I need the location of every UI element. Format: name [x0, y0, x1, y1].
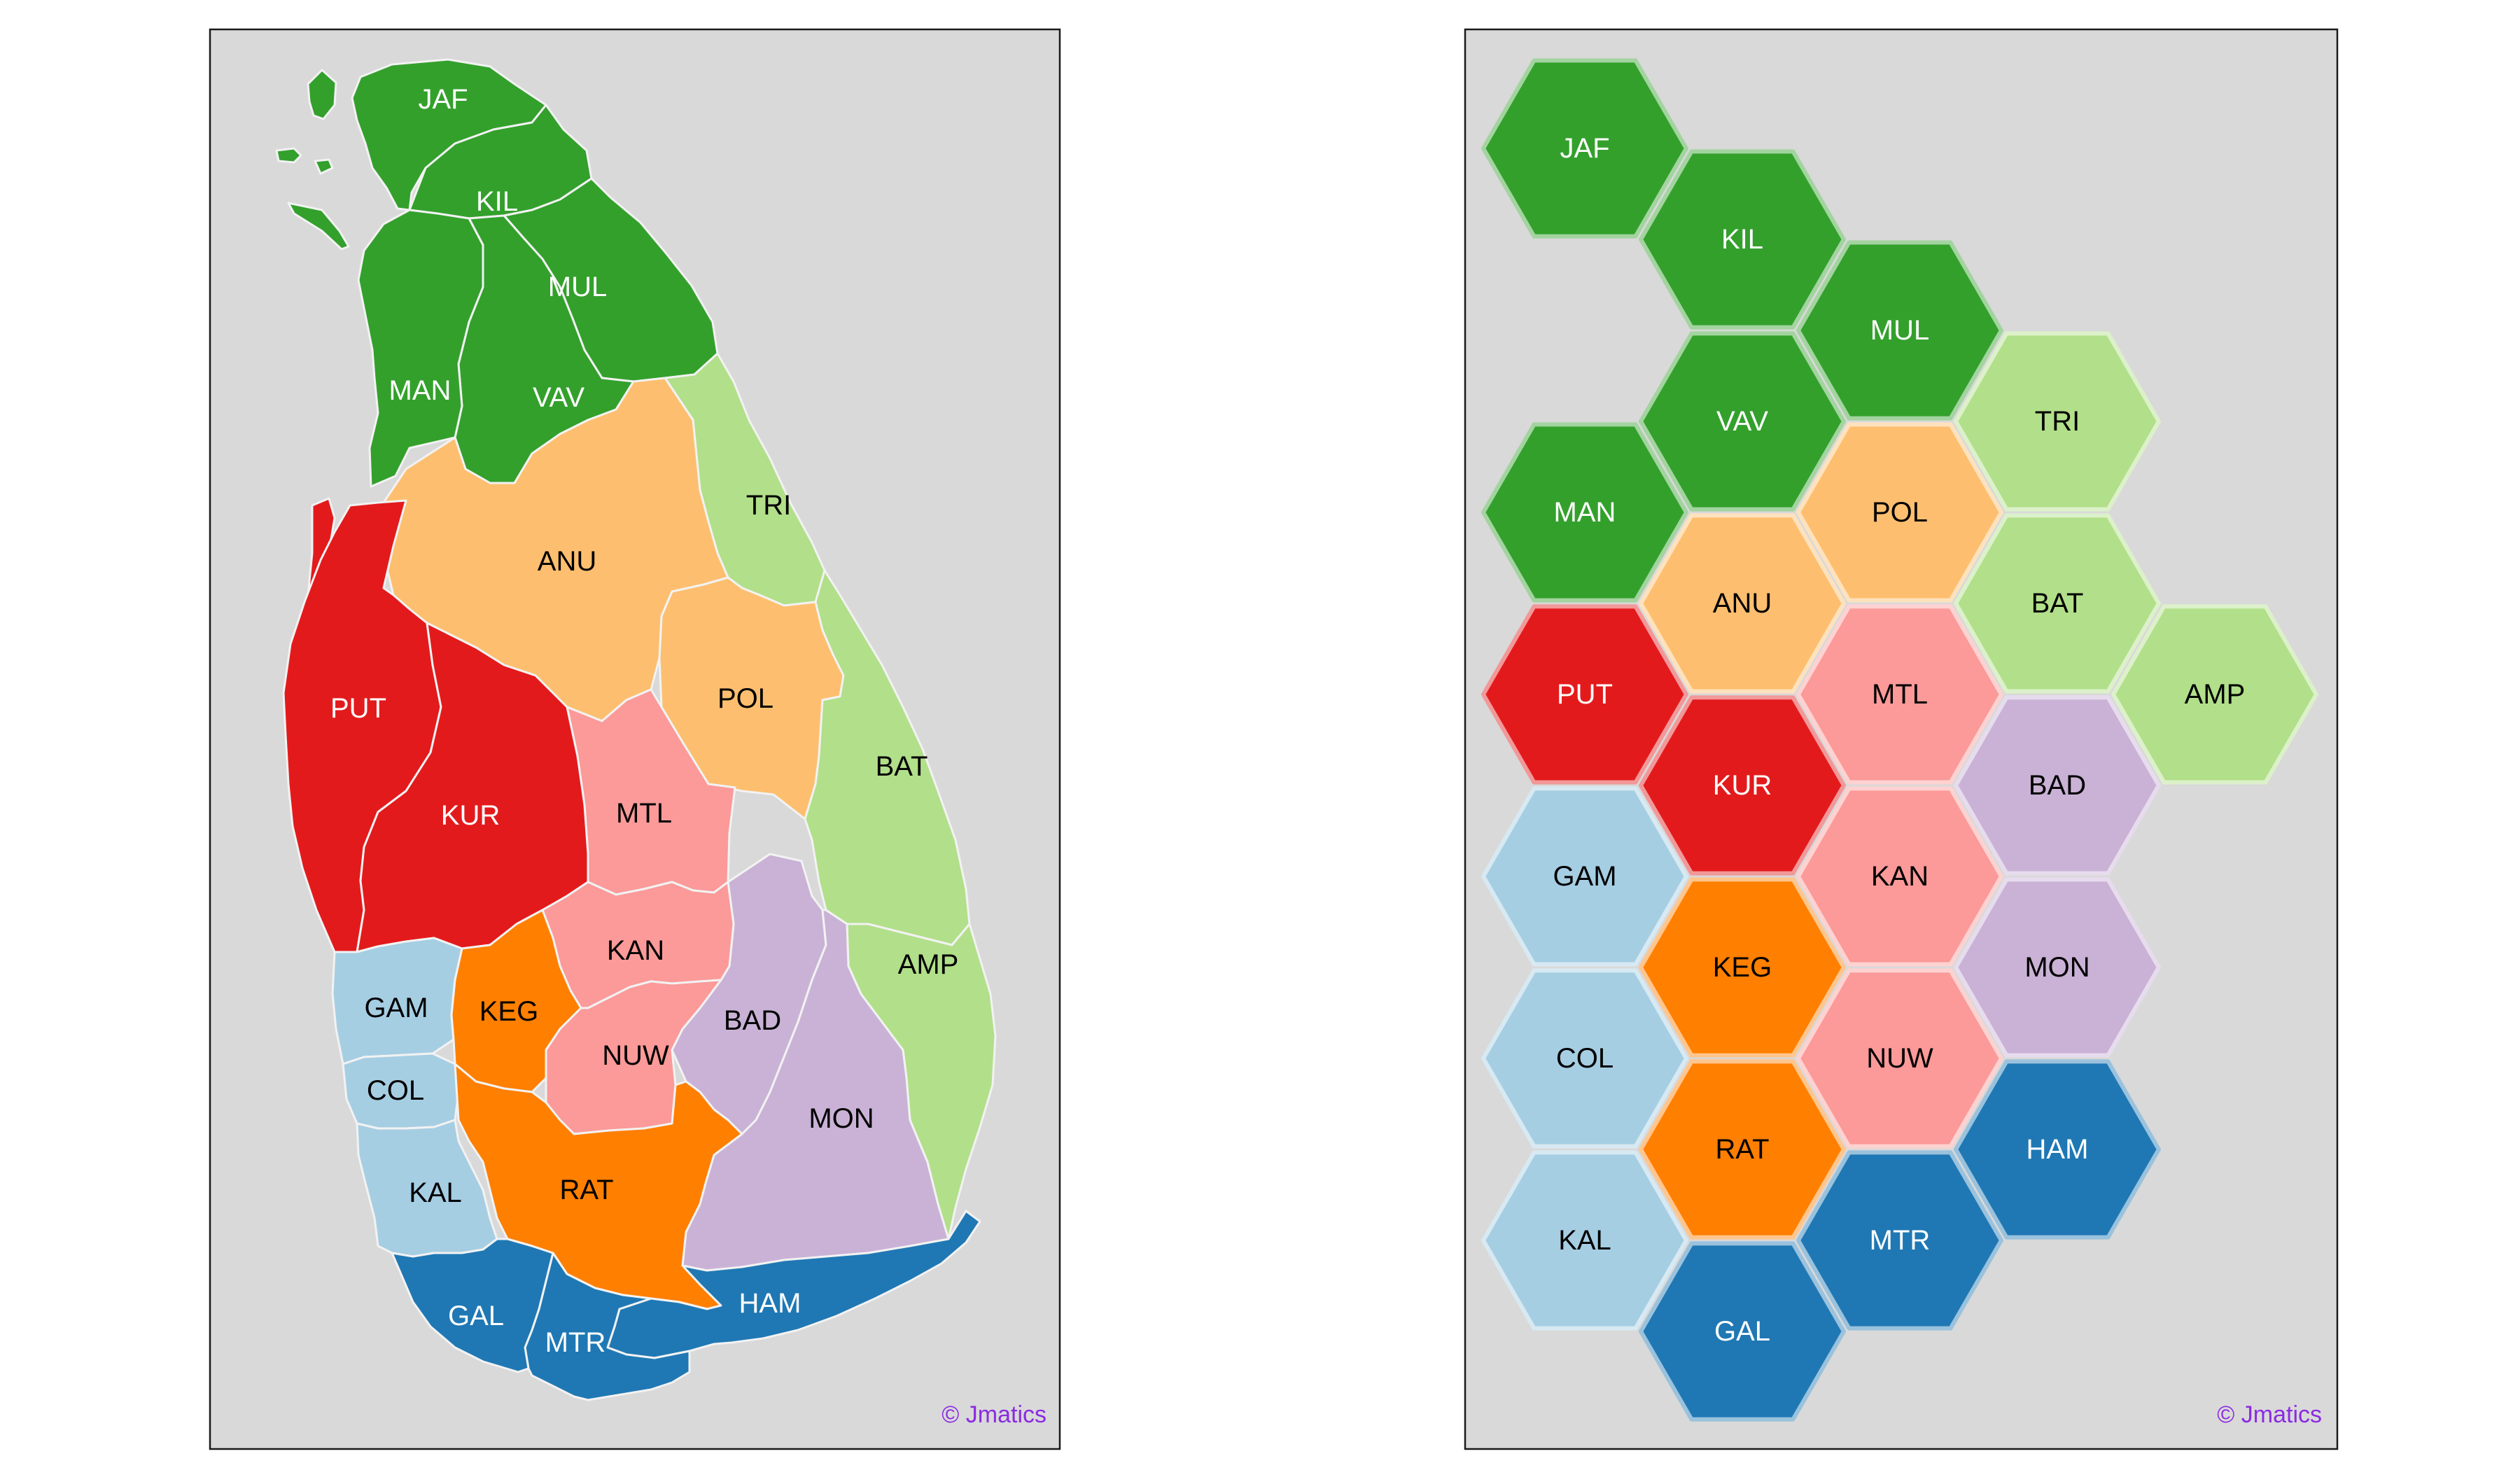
- hex-ham: [1954, 1059, 2161, 1240]
- hex-mon-label: MON: [2024, 952, 2090, 983]
- hex-tri: [1954, 331, 2161, 512]
- district-kur-geo-label: KUR: [441, 800, 500, 831]
- hex-kan: [1796, 786, 2003, 967]
- district-tri-geo-label: TRI: [746, 490, 791, 521]
- hex-bat-label: BAT: [2031, 588, 2084, 619]
- district-nuw-geo-label: NUW: [602, 1040, 669, 1071]
- hex-pol-label: POL: [1872, 497, 1928, 528]
- hex-kil-label: KIL: [1721, 224, 1763, 255]
- hex-kan-label: KAN: [1871, 861, 1928, 892]
- district-ham-geo-label: HAM: [739, 1288, 802, 1319]
- hex-vav: [1639, 331, 1846, 512]
- district-man-geo-label: MAN: [389, 375, 451, 406]
- district-mon-geo-label: MON: [808, 1103, 874, 1134]
- hex-gam-label: GAM: [1553, 861, 1616, 892]
- district-anu-geo-label: ANU: [538, 546, 596, 577]
- hex-kal-label: KAL: [1558, 1225, 1611, 1256]
- geo-map-credit: © Jmatics: [941, 1401, 1046, 1428]
- district-mtr-geo-label: MTR: [545, 1327, 606, 1358]
- hex-mtl-label: MTL: [1872, 679, 1928, 710]
- district-keg-geo-label: KEG: [479, 996, 538, 1027]
- hex-pol: [1796, 422, 2003, 603]
- district-jaf-geo-label: JAF: [418, 84, 468, 115]
- district-put-geo-label: PUT: [330, 693, 386, 724]
- district-kan-geo-label: KAN: [607, 935, 664, 966]
- hex-nuw-label: NUW: [1866, 1043, 1933, 1074]
- hex-kur-label: KUR: [1713, 770, 1772, 801]
- hex-bad-label: BAD: [2029, 770, 2086, 801]
- district-gam-geo-label: GAM: [364, 993, 428, 1023]
- hex-keg-label: KEG: [1713, 952, 1772, 983]
- hex-nuw: [1796, 968, 2003, 1149]
- island-shape: [307, 69, 337, 120]
- district-kal-geo-label: KAL: [409, 1177, 462, 1208]
- hex-anu-label: ANU: [1713, 588, 1772, 619]
- district-gal-geo-label: GAL: [448, 1301, 504, 1331]
- district-bad-geo-label: BAD: [724, 1005, 781, 1036]
- hex-kil: [1639, 149, 1846, 330]
- district-bat-geo-label: BAT: [876, 751, 928, 782]
- district-gal-shape: [391, 1238, 554, 1373]
- hex-map-credit: © Jmatics: [2217, 1401, 2322, 1428]
- district-mtl-geo-label: MTL: [616, 798, 672, 829]
- district-vav-geo-label: VAV: [533, 382, 584, 413]
- hex-keg: [1639, 877, 1846, 1058]
- hex-col: [1481, 968, 1688, 1149]
- hex-tri-label: TRI: [2035, 406, 2080, 437]
- hex-amp-label: AMP: [2185, 679, 2246, 710]
- hex-bat: [1954, 513, 2161, 694]
- district-man-shape: [357, 209, 484, 488]
- hex-rat-label: RAT: [1715, 1134, 1769, 1165]
- hex-jaf: [1481, 58, 1688, 239]
- hex-put-label: PUT: [1557, 679, 1613, 710]
- district-mul-geo-label: MUL: [548, 272, 607, 302]
- hex-ham-label: HAM: [2026, 1134, 2089, 1165]
- hex-mtr-label: MTR: [1870, 1225, 1931, 1256]
- hex-col-label: COL: [1556, 1043, 1614, 1074]
- geo-map-layer: JAF KIL MUL VAV TRI MAN POL ANU BAT PUT MTL AMP KUR B…: [275, 58, 997, 1401]
- hex-man: [1481, 422, 1688, 603]
- hex-man-label: MAN: [1554, 497, 1616, 528]
- hex-mtl: [1796, 604, 2003, 785]
- district-rat-geo-label: RAT: [559, 1175, 613, 1205]
- island-shape: [314, 158, 334, 175]
- hex-gam: [1481, 786, 1688, 967]
- hex-map-layer: JAF KIL MUL VAV TRI MAN POL ANU BAT PUT MTL AMP KUR B…: [1481, 58, 2318, 1422]
- island-shape: [287, 202, 350, 251]
- hex-mul: [1796, 240, 2003, 421]
- hex-anu: [1639, 513, 1846, 694]
- hex-rat: [1639, 1059, 1846, 1240]
- island-shape: [275, 147, 302, 164]
- hex-vav-label: VAV: [1716, 406, 1768, 437]
- district-col-geo-label: COL: [367, 1075, 424, 1106]
- hex-gal: [1639, 1241, 1846, 1422]
- district-kil-geo-label: KIL: [476, 186, 518, 217]
- hex-kur: [1639, 695, 1846, 876]
- hex-put: [1481, 604, 1688, 785]
- hex-jaf-label: JAF: [1560, 133, 1609, 164]
- district-amp-geo-label: AMP: [898, 949, 959, 980]
- hex-kal: [1481, 1150, 1688, 1331]
- hex-gal-label: GAL: [1714, 1316, 1770, 1347]
- hex-amp: [2111, 604, 2318, 785]
- hex-bad: [1954, 695, 2161, 876]
- hex-mtr: [1796, 1150, 2003, 1331]
- hex-mul-label: MUL: [1870, 315, 1929, 346]
- district-pol-geo-label: POL: [718, 683, 774, 714]
- hex-mon: [1954, 877, 2161, 1058]
